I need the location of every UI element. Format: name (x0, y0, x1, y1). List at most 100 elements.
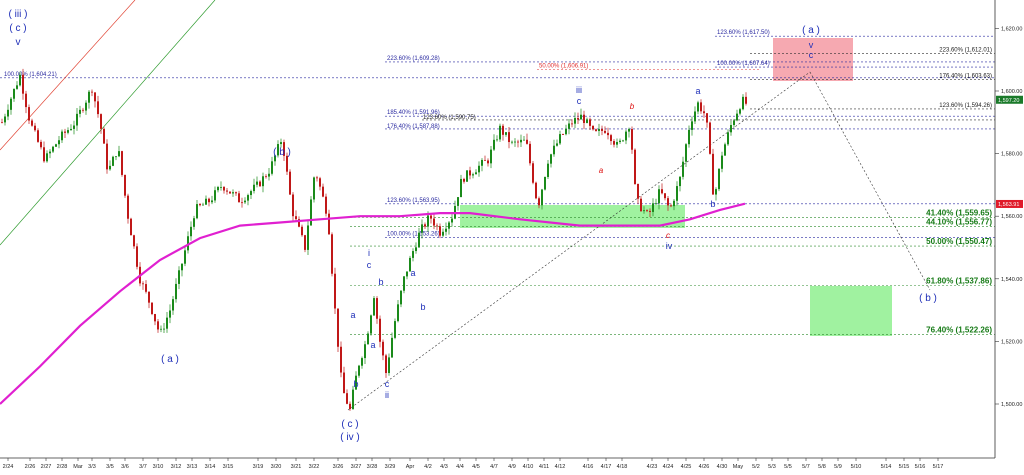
candle-body (58, 140, 60, 145)
candle-body (328, 213, 330, 235)
x-tick-label: 5/14 (881, 464, 892, 470)
candle-body (37, 130, 39, 142)
x-tick-label: 2/27 (41, 464, 52, 470)
x-tick-label: 4/5 (472, 464, 480, 470)
y-tick-label: 1,540.00 (1001, 277, 1022, 283)
candle-body (214, 190, 216, 201)
x-tick-label: 4/30 (717, 464, 728, 470)
x-tick-label: Apr (406, 464, 415, 470)
projection-line (809, 71, 931, 291)
candle-body (277, 144, 279, 156)
candle-body (175, 283, 177, 300)
candle-body (604, 130, 606, 133)
candle-body (376, 298, 378, 319)
candle-body (244, 200, 246, 203)
candle-body (271, 161, 273, 174)
candle-body (283, 142, 285, 156)
projection-line (347, 71, 811, 411)
wave-label: ( c ) (341, 419, 358, 430)
x-tick-label: 3/14 (205, 464, 216, 470)
candle-body (472, 174, 474, 176)
x-tick-label: 3/26 (333, 464, 344, 470)
candle-body (265, 176, 267, 178)
x-tick-label: 3/28 (367, 464, 378, 470)
candle-body (613, 141, 615, 145)
x-tick-label: 3/29 (385, 464, 396, 470)
wave-label: a (370, 340, 375, 350)
channel-line-red (0, 0, 136, 151)
candle-body (619, 140, 621, 143)
candle-body (514, 141, 516, 143)
candle-body (61, 131, 63, 141)
fib-label-blue: 123.60% (1,563.95) (387, 198, 440, 204)
candle-body (658, 189, 660, 204)
candle-body (91, 91, 93, 93)
candle-body (34, 125, 36, 131)
candle-body (160, 328, 162, 330)
fib-label-blue: 223.60% (1,609.28) (387, 56, 440, 62)
candle-body (571, 123, 573, 125)
candle-body (46, 153, 48, 162)
wave-label: ii (385, 390, 389, 400)
channel-line-green (0, 0, 216, 246)
candle-body (736, 113, 738, 121)
candle-body (190, 226, 192, 237)
target-zone-green (810, 286, 892, 336)
candle-body (664, 193, 666, 199)
candle-body (490, 149, 492, 164)
wave-label: ( iii ) (9, 9, 28, 20)
candle-body (202, 204, 204, 206)
candle-body (598, 128, 600, 131)
candle-body (427, 215, 429, 227)
candle-body (316, 177, 318, 179)
candle-body (94, 92, 96, 102)
candle-body (64, 131, 66, 133)
candle-body (712, 153, 714, 195)
x-tick-label: May (733, 464, 744, 470)
wave-label-red: a (599, 166, 604, 175)
candle-body (205, 198, 207, 205)
candle-body (574, 118, 576, 124)
x-tick-label: 3/27 (351, 464, 362, 470)
x-tick-label: 5/9 (834, 464, 842, 470)
candle-body (517, 141, 519, 143)
candle-body (565, 128, 567, 135)
x-tick-label: 3/20 (271, 464, 282, 470)
candle-body (112, 156, 114, 166)
candle-body (730, 125, 732, 133)
candle-body (670, 205, 672, 207)
candle-body (115, 156, 117, 158)
x-tick-label: 4/25 (681, 464, 692, 470)
candle-body (628, 129, 630, 132)
candle-body (493, 139, 495, 150)
candle-body (118, 151, 120, 157)
candle-body (121, 151, 123, 175)
x-tick-label: 4/7 (490, 464, 498, 470)
x-tick-label: 5/8 (818, 464, 826, 470)
x-tick-label: 2/26 (25, 464, 36, 470)
candle-body (406, 271, 408, 277)
candle-body (331, 234, 333, 274)
candle-body (535, 182, 537, 199)
x-tick-label: 5/7 (802, 464, 810, 470)
candle-body (196, 204, 198, 219)
ma-price-box (996, 199, 1023, 208)
y-tick-label: 1,500.00 (1001, 402, 1022, 408)
candle-body (403, 276, 405, 291)
candle-body (595, 129, 597, 131)
candle-body (529, 143, 531, 164)
candle-body (43, 147, 45, 162)
fib-label-green: 61.80% (1,537.86) (926, 276, 992, 285)
x-tick-label: 4/4 (456, 464, 464, 470)
candle-body (211, 200, 213, 203)
x-tick-label: 3/10 (153, 464, 164, 470)
candle-body (319, 178, 321, 187)
candle-body (676, 186, 678, 201)
candle-body (544, 176, 546, 190)
candle-body (166, 317, 168, 329)
x-tick-label: 5/17 (933, 464, 944, 470)
candle-body (400, 290, 402, 305)
x-tick-label: 4/10 (523, 464, 534, 470)
candle-body (10, 98, 12, 110)
candle-body (379, 318, 381, 342)
